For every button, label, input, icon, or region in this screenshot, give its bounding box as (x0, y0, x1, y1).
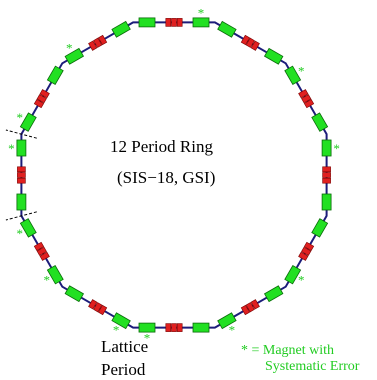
quadrupole-magnet-p1-1 (303, 241, 315, 251)
quadrupole-magnet-p7-2 (36, 94, 47, 104)
legend-line1: * = Magnet with (241, 343, 334, 358)
quadrupole-magnet-p9-3 (176, 18, 183, 27)
dipole-magnet-p4-1 (111, 312, 131, 330)
quadrupole-magnet-p7-1 (33, 99, 45, 109)
error-star-p1-2: * (298, 273, 305, 288)
quadrupole-magnet-p8-3 (98, 34, 108, 46)
legend-line2: Systematic Error (265, 359, 360, 374)
dipole-magnet-p2-2 (217, 312, 237, 330)
lattice-period-label-line2: Period (101, 360, 146, 379)
dipole-magnet-p8-1 (64, 47, 85, 65)
quadrupole-magnet-p2-1 (250, 299, 260, 310)
dipole-magnet-p11-2 (311, 112, 329, 132)
quadrupole-magnet-p2-3 (240, 304, 250, 316)
dipole-magnet-p12-2 (321, 193, 332, 211)
quadrupole-magnet-p5-1 (39, 251, 50, 261)
dipole-magnet-p5-1 (46, 264, 64, 285)
error-star-p5-1: * (43, 273, 50, 288)
error-star-p9-2: * (198, 5, 205, 20)
quadrupole-magnet-p11-1 (298, 89, 309, 99)
quadrupole-magnet-p5-2 (36, 246, 47, 256)
quadrupole-magnet-p2-2 (245, 302, 255, 313)
dipole-magnet-p3-1 (192, 322, 210, 333)
quadrupole-magnet-p6-3 (17, 166, 26, 173)
dipole-magnet-p10-1 (217, 20, 237, 38)
ring-subtitle: (SIS−18, GSI) (117, 168, 215, 187)
quadrupole-magnet-p12-1 (322, 166, 331, 173)
dipole-magnet-p3-2 (138, 322, 156, 333)
dipole-magnet-p4-2 (64, 285, 85, 303)
quadrupole-magnet-p11-3 (303, 99, 315, 109)
dipole-magnet-p6-1 (16, 193, 27, 211)
quadrupole-magnet-p3-1 (176, 323, 183, 332)
period-boundary-marker-2 (5, 129, 37, 139)
dipole-magnet-p10-2 (263, 47, 284, 65)
quadrupole-magnet-p1-2 (301, 246, 312, 256)
dipole-magnet-p7-2 (46, 65, 64, 86)
quadrupole-magnet-p12-2 (322, 172, 331, 178)
quadrupole-magnet-p11-2 (301, 94, 312, 104)
error-star-p5-2: * (16, 226, 23, 241)
ring-title: 12 Period Ring (110, 137, 213, 156)
quadrupole-magnet-p4-2 (93, 302, 103, 313)
error-star-layer: * * * * * * * * * * * * (8, 5, 340, 345)
quadrupole-magnet-p12-3 (322, 177, 331, 184)
dipole-magnet-p1-2 (284, 264, 302, 285)
dipole-magnet-p8-2 (111, 20, 131, 38)
dipole-magnet-p11-1 (284, 65, 302, 86)
error-star-p6-2: * (8, 141, 15, 156)
error-star-p4-1: * (113, 322, 120, 337)
quadrupole-magnet-p6-1 (17, 177, 26, 184)
dipole-magnet-p1-1 (311, 218, 329, 238)
quadrupole-magnet-p3-2 (171, 323, 177, 332)
period-marker-layer (5, 129, 37, 221)
dipole-magnet-p5-2 (19, 218, 37, 238)
quadrupole-magnet-p6-2 (17, 172, 26, 178)
dipole-magnet-p12-1 (321, 139, 332, 157)
quadrupole-magnet-p4-3 (88, 299, 98, 310)
error-star-p12-1: * (333, 141, 340, 156)
error-star-p11-1: * (298, 63, 305, 78)
quadrupole-magnet-p5-3 (33, 241, 45, 251)
dipole-magnet-p2-1 (263, 285, 284, 303)
quadrupole-magnet-p3-3 (165, 323, 172, 332)
quadrupole-magnet-p8-2 (93, 37, 103, 48)
period-boundary-marker-1 (5, 211, 37, 221)
quadrupole-magnet-p7-3 (39, 89, 50, 99)
error-star-p7-1: * (16, 110, 23, 125)
quadrupole-magnet-p10-1 (240, 34, 250, 46)
dipole-magnet-p6-2 (16, 139, 27, 157)
dipole-magnet-p9-2 (192, 17, 210, 28)
quadrupole-magnet-p1-3 (298, 251, 309, 261)
error-star-p3-2: * (144, 331, 151, 346)
quadrupole-magnet-p4-1 (98, 304, 108, 316)
dipole-magnet-p9-1 (138, 17, 156, 28)
lattice-period-label-line1: Lattice (101, 337, 148, 356)
error-star-p2-2: * (229, 322, 236, 337)
quadrupole-magnet-p10-3 (250, 40, 260, 51)
quadrupole-magnet-p10-2 (245, 37, 255, 48)
error-star-p8-1: * (66, 41, 73, 56)
ring-layer (16, 17, 332, 333)
quadrupole-magnet-p8-1 (88, 40, 98, 51)
dipole-magnet-p7-1 (19, 112, 37, 132)
quadrupole-magnet-p9-2 (171, 18, 177, 27)
quadrupole-magnet-p9-1 (165, 18, 172, 27)
